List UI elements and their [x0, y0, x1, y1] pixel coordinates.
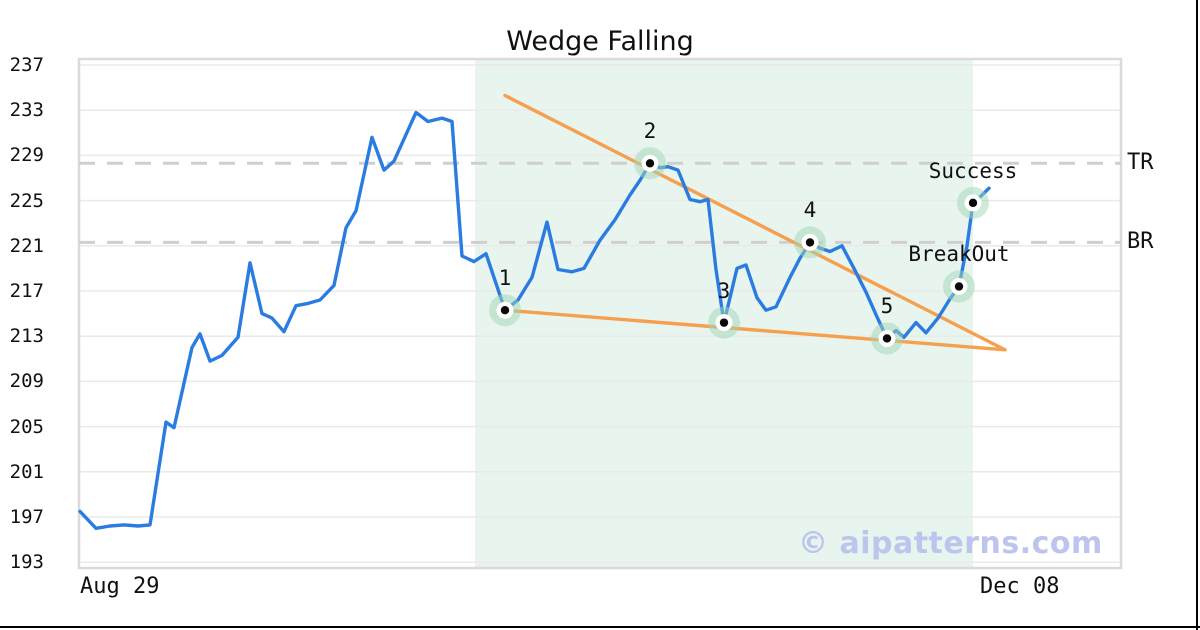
- y-tick-label: 233: [9, 99, 44, 122]
- marker-dot-2: [645, 159, 655, 168]
- marker-dot-breakout: [954, 282, 964, 291]
- trendline-lower: [503, 308, 1007, 352]
- marker-label-breakout: BreakOut: [908, 242, 1010, 267]
- marker-label-1: 1: [498, 266, 512, 291]
- y-tick-label: 237: [9, 54, 44, 76]
- marker-label-success: Success: [928, 158, 1018, 183]
- watermark: © aipatterns.com: [798, 526, 1103, 561]
- level-label-tr: TR: [1127, 150, 1154, 176]
- x-tick-start: Aug 29: [80, 574, 160, 599]
- price-line: [78, 110, 991, 530]
- chart-title: Wedge Falling: [506, 26, 694, 57]
- image-frame-bottom: [0, 626, 1200, 628]
- marker-dot-5: [882, 334, 892, 343]
- plot-border: [77, 57, 1123, 570]
- y-tick-label: 217: [9, 280, 44, 302]
- y-tick-label: 193: [9, 551, 44, 574]
- y-tick-label: 209: [9, 370, 44, 393]
- image-frame-right: [1196, 0, 1198, 630]
- y-tick-label: 201: [9, 460, 44, 483]
- y-tick-label: 221: [9, 234, 44, 257]
- marker-label-4: 4: [803, 198, 817, 223]
- y-tick-label: 225: [9, 189, 44, 212]
- level-label-br: BR: [1127, 229, 1154, 255]
- marker-dot-3: [719, 318, 729, 327]
- y-tick-label: 197: [9, 506, 44, 528]
- x-tick-end: Dec 08: [980, 574, 1060, 599]
- marker-dot-4: [805, 238, 815, 247]
- trendline-upper: [503, 93, 1007, 352]
- y-tick-label: 205: [9, 415, 44, 438]
- marker-dot-1: [500, 306, 510, 315]
- y-tick-label: 213: [9, 325, 44, 348]
- marker-label-5: 5: [880, 294, 894, 319]
- marker-label-3: 3: [717, 278, 731, 303]
- marker-dot-success: [968, 198, 978, 208]
- y-tick-label: 229: [9, 144, 44, 167]
- marker-label-2: 2: [643, 119, 657, 144]
